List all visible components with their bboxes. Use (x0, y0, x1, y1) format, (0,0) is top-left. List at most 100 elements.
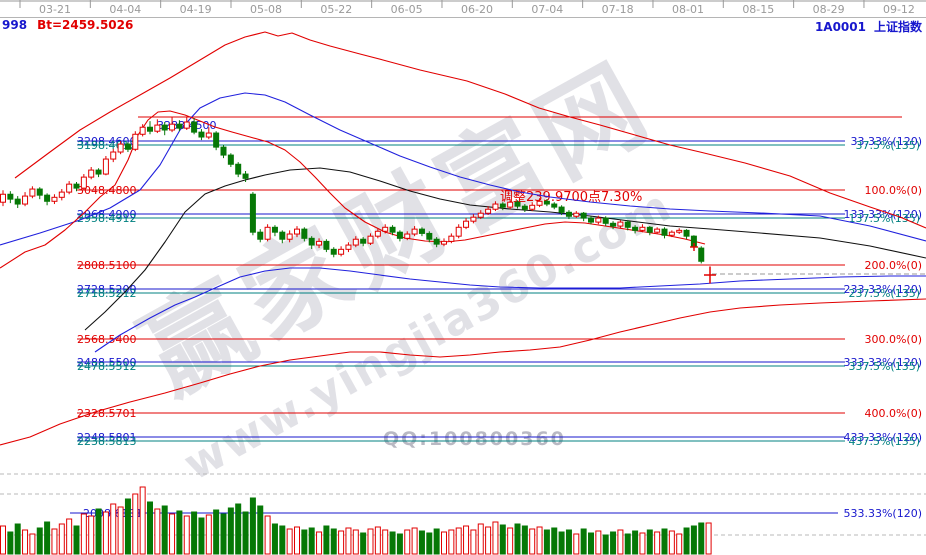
stock-title[interactable]: 1A0001 上证指数 (815, 18, 922, 35)
volume-bar (632, 530, 639, 555)
volume-bar (227, 507, 234, 555)
date-label: 08-01 (672, 3, 704, 16)
candle-body (0, 193, 6, 203)
volume-bar (433, 528, 440, 555)
volume-bar (279, 525, 286, 555)
volume-bar (264, 515, 271, 555)
candle-body (323, 240, 330, 250)
candle-body (389, 226, 396, 233)
fib-price-label: 2568.5400 (77, 333, 137, 346)
candle-body (44, 194, 51, 202)
upper-envelope-red (14, 31, 926, 229)
candle-body (492, 203, 499, 210)
candle-body (73, 183, 80, 189)
candle-body (536, 200, 543, 206)
volume-bar (110, 503, 117, 555)
date-axis: 03-21 04-04 04-19 05-08 05-22 06-05 06-20 07-04… (0, 0, 926, 18)
candle-body (352, 238, 359, 246)
candle-body (360, 238, 367, 244)
fib-percent-label: 433.33%(120) (843, 431, 922, 444)
volume-bar (22, 529, 29, 555)
candle-body (345, 244, 352, 250)
ma-black (84, 167, 926, 331)
indicator-count-label: 998 (2, 18, 28, 32)
fib-price-label: 2478.5512 (77, 360, 137, 373)
candle-body (220, 146, 227, 156)
volume-bar (352, 529, 359, 555)
fib-price-label: 2238.5813 (77, 435, 137, 448)
ma-lines-layer (0, 31, 926, 446)
volume-bar (492, 521, 499, 555)
volume-bar (183, 515, 190, 555)
volume-bar (242, 511, 249, 555)
candle-body (455, 226, 462, 237)
candle-body (698, 247, 705, 262)
volume-bar (338, 530, 345, 555)
volume-bar (639, 532, 646, 555)
candle-body (654, 228, 661, 233)
candle-body (316, 240, 323, 246)
fib-percent-label: 333.33%(120) (843, 356, 922, 369)
candle-body (7, 193, 14, 200)
date-label: 03-21 (39, 3, 71, 16)
volume-bar (14, 523, 21, 555)
candle-body (521, 205, 528, 210)
volume-bar (624, 533, 631, 555)
date-label: 08-15 (742, 3, 774, 16)
volume-bar (551, 527, 558, 555)
candle-body (367, 235, 374, 244)
fib-percent-label: 137.5%(135) (848, 212, 920, 225)
candle-body (154, 124, 161, 132)
volume-bar (161, 505, 168, 555)
candle-body (632, 226, 639, 231)
candle-body (22, 195, 29, 205)
marker-layer (690, 243, 716, 284)
volume-bar (529, 528, 536, 555)
volume-bar (301, 529, 308, 555)
volume-bar (257, 505, 264, 555)
volume-bar (139, 486, 146, 555)
volume-bar (602, 534, 609, 555)
date-label: 08-29 (813, 3, 845, 16)
volume-bar (617, 529, 624, 555)
candle-body (139, 126, 146, 135)
candle-body (161, 124, 168, 131)
candle-body (80, 176, 87, 189)
candle-body (308, 237, 315, 246)
volume-bar (573, 533, 580, 555)
lower-envelope-red (0, 298, 926, 446)
candle-body (279, 231, 286, 240)
volume-grid-layer (0, 473, 926, 536)
candle-body (191, 121, 198, 133)
volume-bar (294, 526, 300, 555)
candle-body (117, 143, 124, 153)
candle-body (29, 188, 36, 197)
volume-bar (668, 530, 675, 555)
volume-bar (683, 527, 690, 555)
candle-body (132, 133, 139, 150)
volume-bar (88, 515, 95, 555)
candle-body (95, 169, 102, 175)
volume-layer[interactable] (0, 486, 712, 555)
volume-bar (220, 513, 227, 555)
volume-bar (705, 522, 712, 555)
candle-body (301, 228, 308, 239)
volume-bar (154, 508, 161, 555)
fib-percent-label: 37.5%(135) (855, 139, 920, 152)
candle-body (433, 238, 440, 245)
volume-bar (389, 531, 396, 555)
candles-layer[interactable] (0, 117, 705, 264)
volume-bar (249, 497, 256, 555)
candle-body (227, 154, 234, 165)
candle-body (595, 217, 602, 223)
candle-body (639, 226, 646, 231)
date-label: 04-04 (109, 3, 141, 16)
date-label: 04-19 (180, 3, 212, 16)
volume-bar (169, 513, 176, 555)
volume-bar (124, 498, 131, 555)
candle-body (617, 221, 624, 227)
volume-bar (345, 527, 352, 555)
fib-percent-label: 200.0%(0) (864, 259, 922, 272)
volume-bar (198, 517, 205, 555)
